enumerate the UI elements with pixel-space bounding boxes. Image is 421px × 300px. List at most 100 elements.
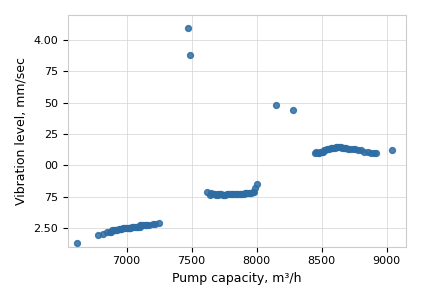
Point: [365, 149, 372, 154]
Point: [107, 229, 114, 234]
Point: [145, 223, 152, 228]
Point: [245, 190, 252, 195]
Point: [100, 232, 107, 237]
Point: [312, 150, 318, 155]
Point: [239, 192, 245, 197]
Point: [223, 192, 230, 197]
Point: [141, 223, 148, 228]
Point: [110, 228, 117, 233]
Point: [208, 190, 214, 195]
Point: [144, 223, 151, 228]
Point: [184, 25, 191, 30]
Point: [187, 53, 194, 58]
Point: [119, 226, 126, 230]
Point: [113, 228, 120, 233]
Point: [132, 224, 139, 229]
Point: [133, 224, 140, 229]
Point: [249, 189, 256, 194]
Point: [109, 228, 116, 233]
Point: [326, 147, 333, 152]
Point: [136, 224, 143, 229]
Point: [149, 222, 156, 226]
Point: [321, 148, 328, 153]
Point: [130, 224, 136, 229]
Point: [125, 226, 131, 230]
Point: [290, 108, 296, 112]
Point: [335, 144, 342, 149]
Point: [368, 150, 374, 155]
Point: [243, 190, 250, 195]
Point: [137, 223, 144, 228]
Point: [250, 189, 257, 194]
Point: [219, 193, 226, 198]
Point: [325, 147, 331, 152]
Point: [248, 190, 255, 195]
Point: [74, 241, 80, 245]
Point: [240, 192, 247, 197]
Point: [338, 144, 344, 149]
Point: [206, 193, 213, 198]
Point: [230, 192, 237, 197]
Point: [315, 150, 322, 155]
Point: [122, 226, 128, 230]
Point: [229, 192, 235, 197]
Point: [349, 147, 356, 152]
Point: [131, 224, 138, 229]
Point: [340, 146, 347, 150]
Point: [235, 192, 242, 197]
Point: [213, 193, 220, 198]
Point: [354, 148, 361, 153]
Point: [114, 228, 121, 233]
Point: [318, 149, 325, 154]
Point: [317, 149, 324, 154]
Point: [127, 226, 134, 230]
Point: [156, 220, 163, 225]
Point: [314, 150, 321, 155]
Point: [216, 192, 222, 197]
Point: [237, 192, 244, 197]
Point: [135, 224, 141, 229]
Point: [226, 192, 232, 197]
Point: [341, 146, 348, 150]
Point: [118, 227, 125, 232]
Point: [231, 192, 238, 197]
Point: [247, 190, 253, 195]
Point: [343, 146, 349, 150]
Point: [214, 193, 221, 198]
Point: [127, 226, 134, 230]
Point: [232, 192, 239, 197]
X-axis label: Pump capacity, m³/h: Pump capacity, m³/h: [172, 272, 302, 285]
Point: [388, 148, 395, 153]
Point: [126, 226, 133, 230]
Point: [242, 190, 248, 195]
Point: [210, 192, 217, 197]
Point: [373, 150, 379, 155]
Point: [118, 227, 125, 232]
Point: [222, 193, 229, 198]
Point: [221, 193, 227, 198]
Point: [236, 192, 243, 197]
Point: [140, 223, 147, 228]
Point: [120, 226, 127, 230]
Point: [331, 146, 338, 150]
Point: [339, 146, 346, 150]
Point: [347, 147, 354, 152]
Point: [152, 222, 158, 226]
Point: [327, 146, 334, 150]
Point: [361, 149, 368, 154]
Point: [204, 189, 210, 194]
Point: [323, 147, 330, 152]
Point: [336, 144, 343, 149]
Point: [143, 223, 149, 228]
Point: [115, 227, 122, 232]
Point: [95, 233, 101, 238]
Point: [214, 192, 221, 197]
Point: [333, 144, 339, 149]
Point: [352, 147, 359, 152]
Point: [273, 103, 280, 108]
Point: [234, 192, 240, 197]
Point: [106, 229, 113, 234]
Point: [117, 227, 123, 232]
Point: [227, 192, 234, 197]
Point: [224, 192, 231, 197]
